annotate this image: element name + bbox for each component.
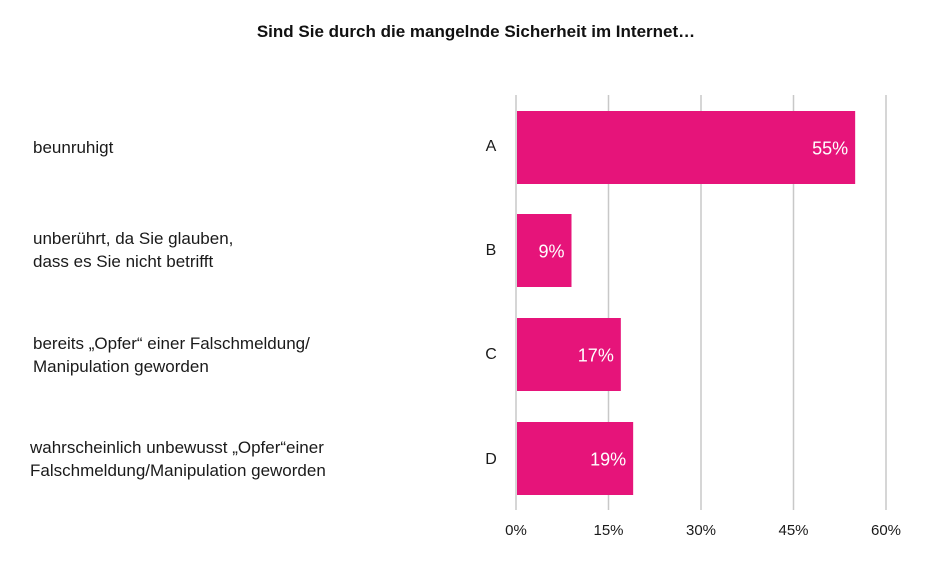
bar-b bbox=[517, 214, 572, 287]
category-description-c: bereits „Opfer“ einer Falschmeldung/ Man… bbox=[33, 332, 310, 378]
x-tick-label: 30% bbox=[686, 522, 716, 539]
description-line: Manipulation geworden bbox=[33, 357, 209, 376]
description-line: bereits „Opfer“ einer Falschmeldung/ bbox=[33, 334, 310, 353]
x-tick-label: 15% bbox=[593, 522, 623, 539]
x-tick-label: 0% bbox=[505, 522, 527, 539]
chart-title: Sind Sie durch die mangelnde Sicherheit … bbox=[256, 22, 696, 41]
category-description-b: unberührt, da Sie glauben, dass es Sie n… bbox=[33, 227, 233, 273]
category-label-d: D bbox=[485, 451, 497, 468]
category-label-a: A bbox=[485, 138, 497, 155]
description-line: unberührt, da Sie glauben, bbox=[33, 229, 234, 248]
bar-c bbox=[517, 318, 621, 391]
description-line: dass es Sie nicht betrifft bbox=[33, 252, 214, 271]
description-line: beunruhigt bbox=[33, 138, 114, 157]
data-label: 17% bbox=[578, 346, 614, 366]
category-description-d: wahrscheinlich unbewusst „Opfer“einer Fa… bbox=[30, 436, 326, 482]
category-description-a: beunruhigt bbox=[33, 136, 113, 159]
description-line: Falschmeldung/Manipulation geworden bbox=[30, 461, 326, 480]
data-label: 55% bbox=[812, 139, 848, 159]
category-label-b: B bbox=[485, 242, 497, 259]
x-tick-label: 45% bbox=[778, 522, 808, 539]
bar-a bbox=[517, 111, 856, 184]
bar-d bbox=[517, 422, 634, 495]
data-label: 9% bbox=[538, 242, 564, 262]
description-line: wahrscheinlich unbewusst „Opfer“einer bbox=[30, 438, 324, 457]
data-label: 19% bbox=[590, 450, 626, 470]
category-label-c: C bbox=[485, 346, 497, 363]
x-tick-label: 60% bbox=[871, 522, 901, 539]
